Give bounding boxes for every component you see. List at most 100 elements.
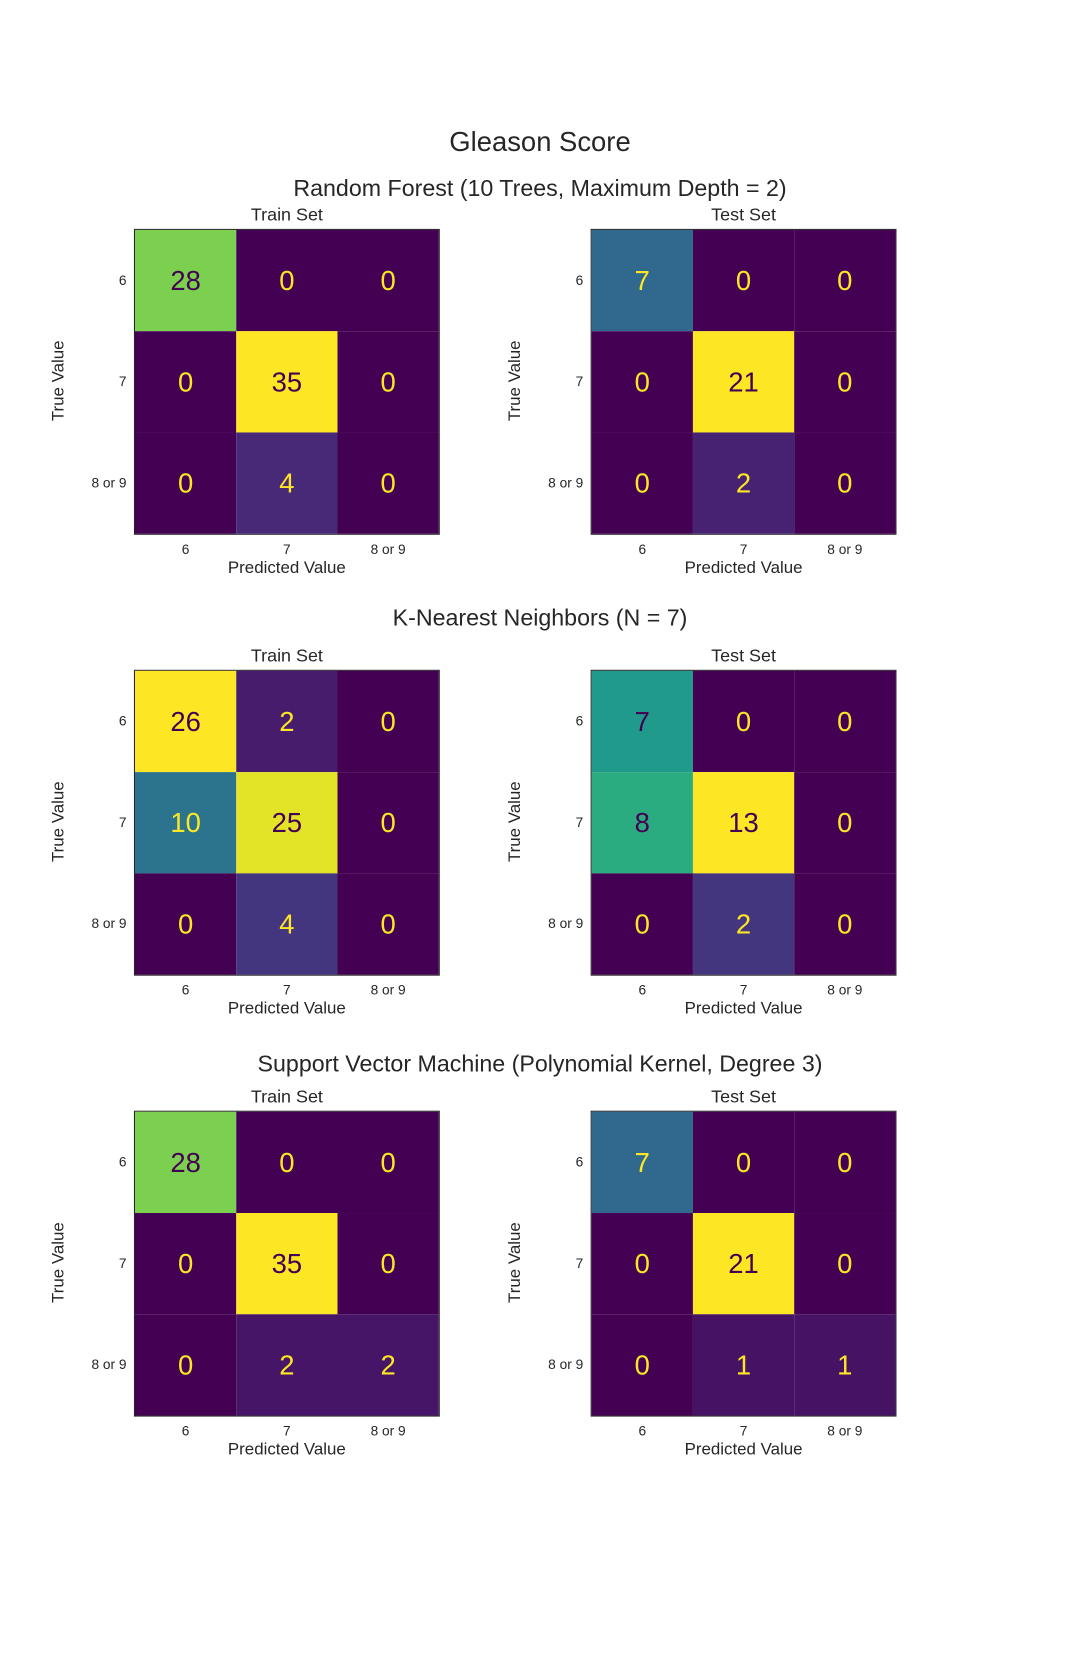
y-tick-label: 7 [118, 1255, 127, 1272]
matrix-cell: 0 [794, 873, 896, 975]
matrix-cell: 1 [692, 1314, 795, 1416]
matrix-cell: 8 [591, 772, 693, 874]
matrix-cell: 7 [591, 670, 693, 773]
panel-title: Train Set [250, 645, 323, 666]
x-tick-label: 8 or 9 [370, 982, 406, 998]
model-title: K-Nearest Neighbors (N = 7) [392, 604, 688, 631]
matrix-cell: 4 [236, 432, 338, 534]
y-tick-label: 6 [118, 272, 127, 288]
x-tick-label: 7 [283, 982, 291, 998]
matrix-cell: 0 [591, 331, 693, 433]
matrix-cell: 0 [794, 670, 896, 773]
x-tick-label: 7 [283, 541, 291, 557]
matrix-cell: 0 [337, 331, 439, 433]
y-tick-label: 7 [575, 1255, 584, 1272]
matrix-cell: 7 [591, 229, 693, 332]
x-tick-label: 8 or 9 [827, 982, 863, 998]
matrix-cell: 35 [236, 1213, 338, 1315]
matrix-cell: 0 [135, 432, 237, 534]
matrix-cell: 0 [794, 432, 896, 534]
x-tick-label: 6 [181, 541, 190, 557]
x-tick-label: 6 [181, 982, 190, 998]
confusion-matrix: 7 0 0 8 13 0 0 2 0 [590, 669, 897, 976]
matrix-cell: 2 [236, 1314, 338, 1416]
matrix-cell: 0 [794, 772, 896, 874]
y-tick-label: 7 [118, 373, 127, 390]
matrix-cell: 0 [692, 670, 795, 773]
matrix-cell: 0 [591, 432, 693, 534]
matrix-cell: 0 [337, 1213, 439, 1315]
y-tick-label: 6 [118, 713, 127, 729]
matrix-cell: 0 [794, 229, 896, 332]
matrix-cell: 2 [692, 432, 795, 534]
matrix-cell: 0 [135, 331, 237, 433]
matrix-cell: 2 [692, 873, 795, 975]
x-axis-label: Predicted Value [684, 559, 803, 577]
x-axis-label: Predicted Value [227, 559, 346, 577]
panel-title: Train Set [250, 1086, 323, 1107]
matrix-cell: 0 [337, 772, 439, 874]
x-tick-label: 6 [181, 1422, 190, 1439]
matrix-cell: 7 [591, 1111, 693, 1214]
matrix-cell: 0 [337, 432, 439, 534]
y-axis-label: True Value [49, 340, 68, 422]
y-tick-label: 6 [575, 713, 584, 729]
x-tick-label: 8 or 9 [370, 1422, 406, 1439]
matrix-cell: 21 [692, 1213, 795, 1315]
y-axis-label: True Value [49, 781, 68, 863]
panel-title: Test Set [711, 204, 776, 225]
matrix-cell: 0 [337, 670, 439, 773]
y-axis-label: True Value [506, 1222, 525, 1303]
confusion-matrix: 26 2 0 10 25 0 0 4 0 [133, 669, 440, 976]
matrix-cell: 0 [236, 229, 338, 332]
matrix-cell: 0 [236, 1111, 338, 1214]
matrix-cell: 0 [337, 1111, 439, 1214]
y-tick-label: 8 or 9 [91, 474, 127, 491]
x-tick-label: 6 [638, 1422, 647, 1439]
y-tick-label: 8 or 9 [548, 474, 584, 491]
figure-title: Gleason Score [449, 125, 631, 158]
matrix-cell: 0 [337, 873, 439, 975]
x-axis-label: Predicted Value [227, 999, 346, 1018]
y-tick-label: 7 [118, 814, 127, 831]
confusion-matrix: 28 0 0 0 35 0 0 2 2 [133, 1110, 440, 1417]
matrix-cell: 35 [236, 331, 338, 433]
x-tick-label: 7 [739, 982, 748, 998]
matrix-cell: 26 [135, 670, 237, 773]
y-tick-label: 6 [575, 1153, 584, 1170]
y-tick-label: 7 [575, 373, 584, 390]
model-title: Random Forest (10 Trees, Maximum Depth =… [293, 175, 787, 202]
x-tick-label: 8 or 9 [827, 541, 863, 557]
matrix-cell: 0 [794, 1213, 896, 1315]
x-tick-label: 8 or 9 [827, 1422, 863, 1439]
matrix-cell: 0 [135, 1213, 237, 1315]
x-tick-label: 7 [283, 1422, 291, 1439]
y-axis-label: True Value [506, 781, 525, 863]
x-axis-label: Predicted Value [227, 1440, 346, 1459]
matrix-cell: 10 [135, 772, 237, 874]
panel-title: Test Set [711, 645, 776, 666]
confusion-matrix: 28 0 0 0 35 0 0 4 0 [133, 228, 440, 535]
matrix-cell: 0 [692, 1111, 795, 1214]
matrix-cell: 0 [794, 1111, 896, 1214]
matrix-cell: 0 [135, 1314, 237, 1416]
matrix-cell: 1 [794, 1314, 896, 1416]
confusion-matrix: 7 0 0 0 21 0 0 2 0 [590, 228, 897, 535]
x-tick-label: 7 [739, 541, 748, 557]
x-tick-label: 8 or 9 [370, 541, 406, 557]
y-axis-label: True Value [506, 340, 525, 422]
x-tick-label: 6 [638, 541, 647, 557]
matrix-cell: 2 [337, 1314, 439, 1416]
matrix-cell: 0 [591, 873, 693, 975]
matrix-cell: 13 [692, 772, 795, 874]
x-tick-label: 6 [638, 982, 647, 998]
matrix-cell: 0 [591, 1213, 693, 1315]
matrix-cell: 0 [591, 1314, 693, 1416]
matrix-cell: 0 [135, 873, 237, 975]
matrix-cell: 4 [236, 873, 338, 975]
matrix-cell: 28 [135, 1111, 237, 1214]
matrix-cell: 0 [337, 229, 439, 332]
panel-title: Test Set [711, 1086, 776, 1107]
matrix-cell: 25 [236, 772, 338, 874]
